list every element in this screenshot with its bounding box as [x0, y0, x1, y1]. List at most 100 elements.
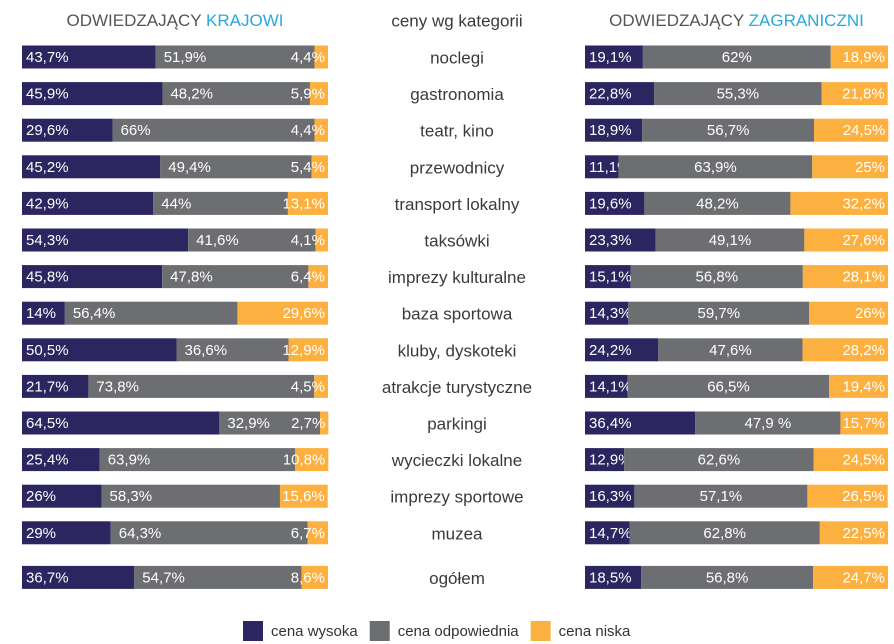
value-label: 50,5%	[26, 342, 69, 359]
bar-segment	[585, 411, 696, 435]
value-label: 23,3%	[589, 232, 632, 249]
category-label: teatr, kino	[420, 122, 494, 141]
value-label: 25,4%	[26, 452, 69, 469]
category-label: transport lokalny	[395, 195, 520, 214]
bar-segment	[813, 448, 888, 472]
value-label: 26%	[855, 305, 885, 322]
value-label: 4,5%	[291, 378, 325, 395]
value-label: 22,5%	[842, 525, 885, 542]
bar-segment	[279, 484, 328, 508]
value-label: 24,5%	[842, 452, 885, 469]
value-label: 25%	[855, 159, 885, 176]
value-label: 26,5%	[842, 488, 885, 505]
value-label: 48,2%	[696, 195, 739, 212]
category-label: wycieczki lokalne	[391, 451, 522, 470]
value-label: 29,6%	[282, 305, 325, 322]
value-label: 6,4%	[291, 269, 325, 286]
bar-segment	[22, 521, 111, 545]
bar-segment	[288, 338, 328, 362]
bar-segment	[654, 82, 822, 106]
value-label: 73,8%	[96, 378, 139, 395]
value-label: 63,9%	[108, 452, 151, 469]
value-label: 59,7%	[698, 305, 741, 322]
value-label: 64,5%	[26, 415, 69, 432]
bar-segment	[618, 155, 813, 179]
panel-title: ODWIEDZAJĄCY KRAJOWI	[67, 11, 284, 30]
bar-segment	[585, 118, 643, 142]
value-label: 66,5%	[707, 378, 750, 395]
value-label: 5,9%	[291, 86, 325, 103]
legend-swatch	[243, 621, 263, 641]
value-label: 56,8%	[706, 569, 749, 586]
category-label: parkingi	[427, 414, 487, 433]
bar-segment	[314, 45, 328, 69]
value-label: 43,7%	[26, 49, 69, 66]
bar-segment	[809, 301, 888, 325]
value-label: 64,3%	[119, 525, 162, 542]
value-label: 15,1%	[589, 269, 632, 286]
value-label: 42,9%	[26, 195, 69, 212]
bar-segment	[585, 374, 628, 398]
bar-segment	[176, 338, 289, 362]
category-label: taksówki	[424, 231, 489, 250]
bar-segment	[802, 338, 888, 362]
bar-segment	[22, 118, 113, 142]
bar-segment	[22, 265, 163, 289]
bar-segment	[585, 82, 655, 106]
bar-segment	[110, 521, 308, 545]
value-label: 28,1%	[842, 269, 885, 286]
bar-segment	[585, 155, 619, 179]
value-label: 45,2%	[26, 159, 69, 176]
value-label: 12,9%	[282, 342, 325, 359]
value-label: 15,7%	[842, 415, 885, 432]
bar-segment	[813, 565, 888, 589]
bar-segment	[162, 265, 309, 289]
bar-segment	[22, 484, 102, 508]
bar-segment	[22, 191, 154, 215]
bar-segment	[308, 265, 328, 289]
value-label: 45,8%	[26, 269, 69, 286]
bar-segment	[641, 565, 814, 589]
bar-segment	[160, 155, 312, 179]
bar-segment	[634, 484, 808, 508]
value-label: 19,6%	[589, 195, 632, 212]
value-label: 24,7%	[842, 569, 885, 586]
bar-segment	[162, 82, 310, 106]
bar-segment	[22, 228, 189, 252]
title-text: ODWIEDZAJĄCY	[609, 11, 744, 30]
bar-segment	[315, 228, 328, 252]
bar-segment	[629, 521, 820, 545]
bar-segment	[695, 411, 841, 435]
value-label: 10,8%	[283, 452, 326, 469]
value-label: 45,9%	[26, 86, 69, 103]
bar-segment	[628, 301, 810, 325]
value-label: 29,6%	[26, 122, 69, 139]
bar-segment	[287, 191, 328, 215]
value-label: 55,3%	[717, 86, 760, 103]
value-label: 56,4%	[73, 305, 116, 322]
bar-segment	[585, 191, 645, 215]
title-highlight: KRAJOWI	[206, 11, 283, 30]
value-label: 62%	[722, 49, 752, 66]
panel-title: ODWIEDZAJĄCY ZAGRANICZNI	[609, 11, 864, 30]
value-label: 14,7%	[589, 525, 632, 542]
bar-segment	[814, 118, 889, 142]
bar-segment	[219, 411, 321, 435]
bar-segment	[153, 191, 288, 215]
legend-label: cena niska	[559, 623, 631, 640]
value-label: 8,6%	[291, 569, 325, 586]
bar-segment	[821, 82, 888, 106]
bar-segment	[22, 565, 135, 589]
bar-segment	[585, 301, 629, 325]
bar-segment	[819, 521, 888, 545]
value-label: 49,1%	[709, 232, 752, 249]
bar-segment	[644, 191, 791, 215]
value-label: 32,2%	[842, 195, 885, 212]
value-label: 14,1%	[589, 378, 632, 395]
value-label: 5,4%	[291, 159, 325, 176]
bar-segment	[804, 228, 888, 252]
bar-segment	[99, 448, 296, 472]
bar-segment	[807, 484, 888, 508]
value-label: 44%	[161, 195, 191, 212]
title-highlight: ZAGRANICZNI	[749, 11, 864, 30]
